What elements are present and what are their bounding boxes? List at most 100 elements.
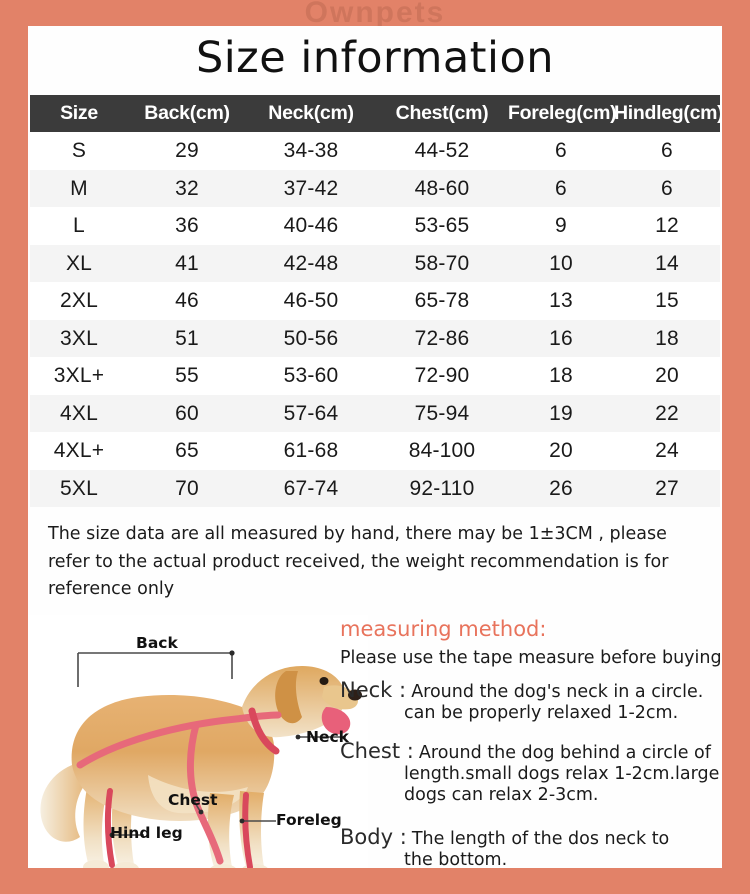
cell-measure: 27 <box>614 469 720 508</box>
measuring-method-title: measuring method: <box>340 616 547 641</box>
dog-label-back: Back <box>136 633 178 652</box>
cell-measure: 41 <box>128 244 246 283</box>
cell-measure: 15 <box>614 282 720 320</box>
back-bracket-dot <box>229 650 235 656</box>
method-desc-chest: Around the dog behind a circle of <box>418 742 711 763</box>
watermark-text: Ownpets <box>304 0 446 26</box>
column-header-neck: Neck(cm) <box>246 95 376 133</box>
dog-label-neck: Neck <box>306 727 349 746</box>
cell-measure: 60 <box>128 394 246 433</box>
cell-size: M <box>30 169 128 208</box>
tape-hindleg <box>104 787 115 868</box>
size-table: Size Back(cm) Neck(cm) Chest(cm) Foreleg… <box>30 95 722 508</box>
table-row: L 36 40-46 53-65 9 12 <box>30 207 720 245</box>
dog-tail <box>40 764 90 842</box>
cell-measure: 12 <box>614 207 720 245</box>
cell-measure: 92-110 <box>376 469 508 508</box>
cell-measure: 42-48 <box>246 244 376 283</box>
cell-measure: 29 <box>128 132 246 170</box>
method-term-body: Body : <box>340 824 407 849</box>
cell-measure: 84-100 <box>376 432 508 470</box>
column-header-chest: Chest(cm) <box>376 95 508 133</box>
cell-measure: 34-38 <box>246 132 376 170</box>
dog-body <box>71 694 275 821</box>
cell-measure: 53-65 <box>376 207 508 245</box>
cell-size: L <box>30 207 128 245</box>
method-desc-neck: Around the dog's neck in a circle. <box>411 681 704 702</box>
cell-measure: 22 <box>614 394 720 433</box>
cell-size: 3XL+ <box>30 357 128 395</box>
dog-label-chest: Chest <box>168 790 218 809</box>
cell-measure: 75-94 <box>376 394 508 433</box>
cell-measure: 6 <box>614 132 720 170</box>
page-title: Size information <box>195 33 555 83</box>
cell-size: 3XL <box>30 319 128 358</box>
method-desc-chest-3: dogs can relax 2-3cm. <box>404 785 599 806</box>
cell-measure: 10 <box>508 244 614 283</box>
cell-measure: 24 <box>614 432 720 470</box>
cell-measure: 58-70 <box>376 244 508 283</box>
leader-dot-hindleg <box>109 832 115 838</box>
table-row: 2XL 46 46-50 65-78 13 15 <box>30 282 720 320</box>
cell-measure: 20 <box>614 357 720 395</box>
cell-measure: 9 <box>508 207 614 245</box>
method-item-body: Body : The length of the dos neck to the… <box>340 825 722 868</box>
lower-section: Back Neck Chest Foreleg Hind leg measuri… <box>28 614 722 868</box>
cell-measure: 48-60 <box>376 169 508 208</box>
cell-measure: 67-74 <box>246 469 376 508</box>
cell-size: 4XL+ <box>30 432 128 470</box>
method-item-chest: Chest : Around the dog behind a circle o… <box>340 739 722 807</box>
leader-line-chest <box>193 800 201 812</box>
cell-measure: 70 <box>128 469 246 508</box>
cell-measure: 16 <box>508 319 614 358</box>
table-row: S 29 34-38 44-52 6 6 <box>30 132 720 170</box>
leader-dot-neck <box>295 734 301 740</box>
cell-measure: 37-42 <box>246 169 376 208</box>
method-term-neck: Neck : <box>340 677 407 702</box>
cell-measure: 53-60 <box>246 357 376 395</box>
cell-measure: 51 <box>128 319 246 358</box>
dog-label-foreleg: Foreleg <box>276 810 342 829</box>
cell-measure: 65 <box>128 432 246 470</box>
table-row: 5XL 70 67-74 92-110 26 27 <box>30 469 720 508</box>
measuring-method-panel: measuring method: Please use the tape me… <box>340 615 722 868</box>
cell-size: S <box>30 132 128 170</box>
method-desc-neck-2: can be properly relaxed 1-2cm. <box>404 703 679 724</box>
cell-measure: 26 <box>508 469 614 508</box>
cell-measure: 14 <box>614 244 720 283</box>
table-row: XL 41 42-48 58-70 10 14 <box>30 244 720 283</box>
cell-measure: 57-64 <box>246 394 376 433</box>
cell-measure: 18 <box>614 319 720 358</box>
cell-measure: 6 <box>508 169 614 208</box>
dog-nose <box>348 689 362 701</box>
cell-size: XL <box>30 244 128 283</box>
dog-illustration-svg <box>28 614 368 868</box>
dog-paw-2 <box>113 861 139 868</box>
cell-measure: 40-46 <box>246 207 376 245</box>
leader-dot-foreleg <box>239 818 245 824</box>
content-card: Size information Size Back(cm) Neck(cm) … <box>28 26 722 868</box>
dog-eye <box>319 676 329 685</box>
table-body: S 29 34-38 44-52 6 6 M 32 37-42 48-60 6 6 L 36 40-46 53… <box>30 132 720 508</box>
dog-label-hindleg: Hind leg <box>110 823 183 842</box>
table-row: 4XL 60 57-64 75-94 19 22 <box>30 394 720 433</box>
table-row: 3XL+ 55 53-60 72-90 18 20 <box>30 357 720 395</box>
cell-measure: 18 <box>508 357 614 395</box>
cell-measure: 46 <box>128 282 246 320</box>
cell-measure: 44-52 <box>376 132 508 170</box>
cell-measure: 46-50 <box>246 282 376 320</box>
dog-tongue <box>321 706 351 735</box>
cell-measure: 72-86 <box>376 319 508 358</box>
dog-ear <box>275 670 302 724</box>
cell-measure: 72-90 <box>376 357 508 395</box>
leader-dot-chest <box>198 809 204 815</box>
size-disclaimer: The size data are all measured by hand, … <box>48 524 669 599</box>
cell-size: 2XL <box>30 282 128 320</box>
column-header-hindleg: Hindleg(cm) <box>614 95 722 133</box>
measuring-method-intro: Please use the tape measure before buyin… <box>340 647 722 668</box>
dog-muzzle <box>322 685 358 710</box>
tape-back <box>76 711 282 769</box>
cell-measure: 6 <box>508 132 614 170</box>
dog-paw-1 <box>83 859 109 868</box>
